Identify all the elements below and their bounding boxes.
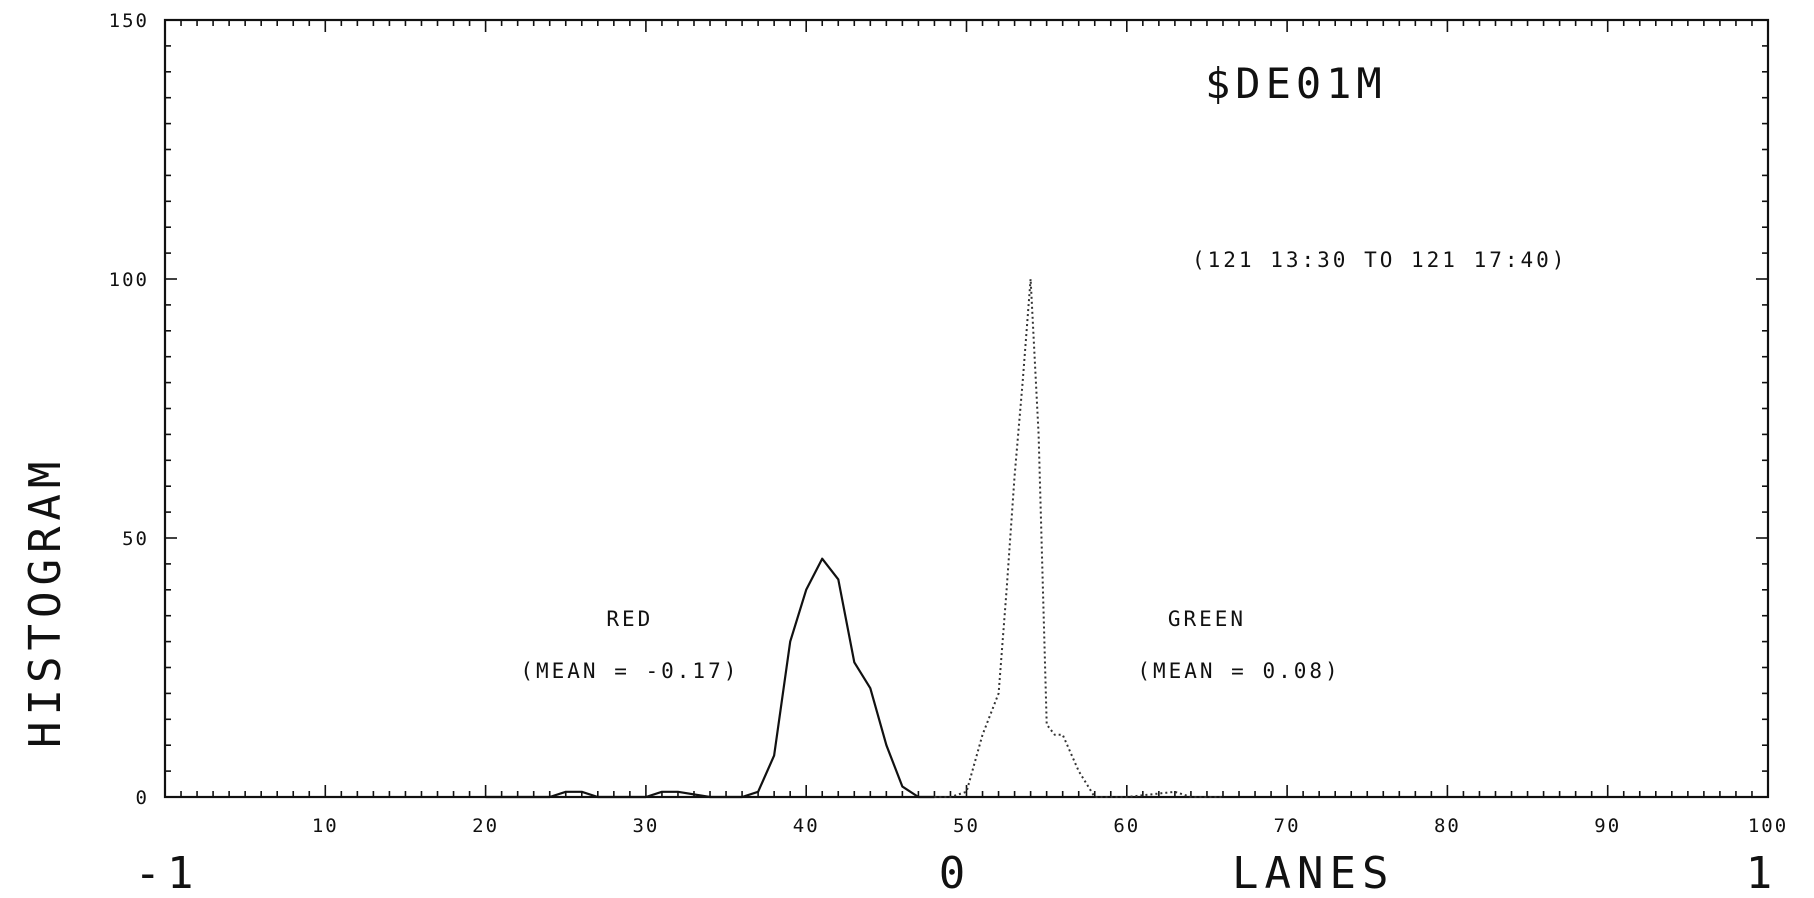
x-tick-label: 10 bbox=[312, 815, 339, 837]
x-tick-label: 100 bbox=[1748, 815, 1788, 837]
secondary-x-label-right: 1 bbox=[1746, 848, 1779, 898]
x-tick-label: 20 bbox=[472, 815, 499, 837]
x-tick-label: 70 bbox=[1274, 815, 1301, 837]
y-tick-label: 150 bbox=[109, 10, 149, 32]
x-tick-label: 80 bbox=[1434, 815, 1461, 837]
annotation-green-label: GREEN bbox=[1168, 607, 1246, 631]
x-tick-label: 50 bbox=[953, 815, 980, 837]
secondary-x-label-center: 0 bbox=[939, 848, 972, 898]
x-tick-label: 60 bbox=[1113, 815, 1140, 837]
y-tick-label: 100 bbox=[109, 269, 149, 291]
chart-title: $DE01M bbox=[1205, 59, 1387, 108]
series-line-green bbox=[934, 278, 1223, 798]
plot-border bbox=[163, 18, 1770, 799]
annotation-green-mean: (MEAN = 0.08) bbox=[1137, 659, 1340, 683]
y-tick-label: 50 bbox=[122, 528, 149, 550]
series-line-red bbox=[485, 557, 935, 799]
chart-subtitle: (121 13:30 TO 121 17:40) bbox=[1192, 248, 1567, 272]
annotation-red-mean: (MEAN = -0.17) bbox=[520, 659, 739, 683]
x-axis-label: LANES bbox=[1232, 848, 1394, 898]
y-axis-label: HISTOGRAM bbox=[20, 456, 71, 748]
secondary-x-label-left: -1 bbox=[135, 848, 200, 898]
x-tick-label: 40 bbox=[793, 815, 820, 837]
x-tick-label: 90 bbox=[1594, 815, 1621, 837]
annotation-red-label: RED bbox=[606, 607, 653, 631]
series-lines bbox=[485, 278, 1223, 799]
x-tick-label: 30 bbox=[632, 815, 659, 837]
axis-ticks: 10 20 30 40 50 60 70 80 90 100 0 50 100 150 bbox=[109, 10, 1788, 837]
plot-frame bbox=[163, 18, 1770, 799]
y-tick-label: 0 bbox=[136, 787, 149, 809]
